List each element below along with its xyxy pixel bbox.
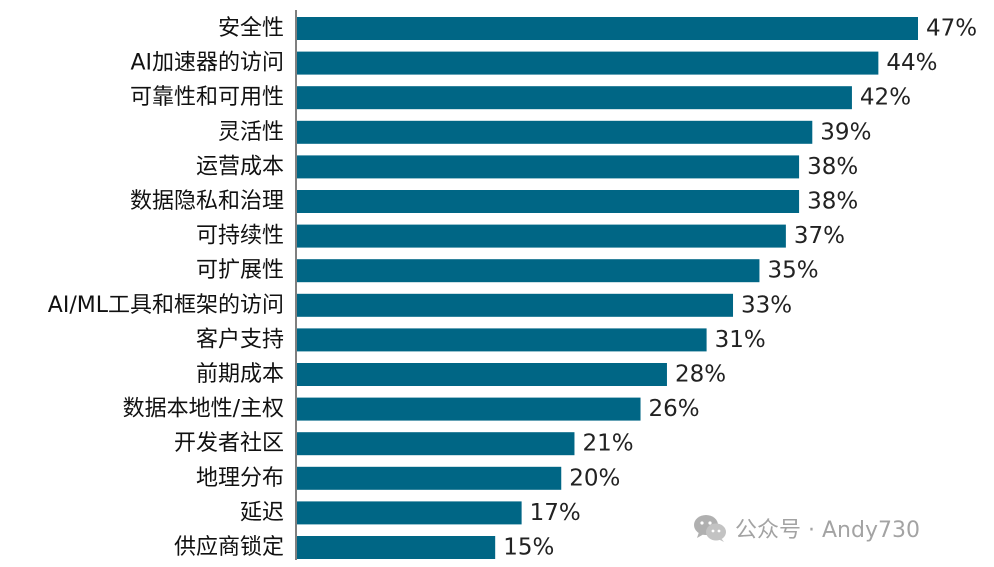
value-label: 38% [807,154,858,180]
bar [297,190,800,213]
category-label: 可持续性 [196,224,284,249]
value-label: 28% [675,362,726,388]
bars-group [297,17,918,559]
bar [297,17,918,40]
category-label: 地理分布 [196,466,284,491]
category-label: 供应商锁定 [174,535,284,560]
value-label: 31% [715,327,766,353]
value-labels-group: 47% 44% 42% 39% 38% 38% 37% 35% 33% 31% 28% 26% 21% 2… [503,16,977,561]
category-label: 开发者社区 [174,431,284,456]
bar [297,328,707,352]
bar [297,155,800,179]
bar [297,293,734,317]
category-label: 前期成本 [196,362,284,387]
value-label: 42% [860,85,911,111]
category-label: 数据本地性/主权 [123,397,284,422]
wechat-icon [694,515,726,542]
category-label: 可靠性和可用性 [130,85,284,110]
category-label: 灵活性 [218,120,284,145]
bar [297,86,852,110]
value-label: 20% [569,465,620,491]
value-label: 47% [926,16,977,42]
value-label: 44% [886,50,937,76]
bar [297,259,760,283]
bar [297,224,786,248]
category-label: AI加速器的访问 [130,51,284,76]
category-label: AI/ML工具和框架的访问 [48,293,284,318]
bar [297,397,641,421]
category-label: 运营成本 [196,154,284,179]
value-label: 17% [530,500,581,526]
value-label: 33% [741,292,792,318]
bar [297,363,667,386]
bar [297,466,562,490]
value-label: 15% [503,535,554,561]
category-label: 客户支持 [196,327,284,352]
category-label: 延迟 [240,500,284,525]
value-label: 38% [807,189,858,215]
bar [297,432,575,456]
category-label: 可扩展性 [196,258,284,283]
bar [297,536,496,559]
value-label: 39% [820,119,871,145]
value-label: 37% [794,223,845,249]
category-labels-group: 安全性 AI加速器的访问可靠性和可用性灵活性运营成本数据隐私和治理可持续性可扩展性… [48,16,284,560]
bar [297,51,879,75]
value-label: 26% [649,396,700,422]
bar [297,120,813,144]
watermark: 公众号 · Andy730 [693,508,920,548]
value-label: 35% [767,258,818,284]
category-label: 数据隐私和治理 [130,189,284,214]
watermark-text: 公众号 · Andy730 [735,518,920,543]
bar [297,501,522,525]
value-label: 21% [582,431,633,457]
category-label: 安全性 [218,16,284,41]
